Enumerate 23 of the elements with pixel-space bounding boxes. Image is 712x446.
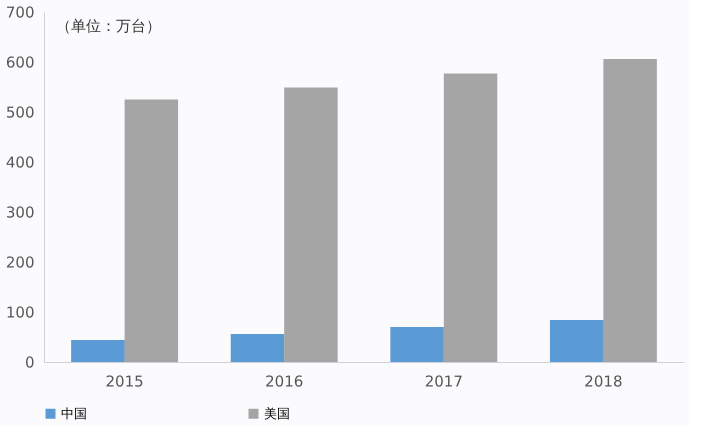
y-tick-label: 200 — [6, 254, 34, 272]
y-tick-label: 0 — [24, 354, 34, 372]
x-tick-label: 2015 — [106, 372, 144, 390]
x-tick-label: 2017 — [424, 372, 463, 390]
y-tick-label: 400 — [6, 154, 34, 172]
x-tick-label: 2016 — [265, 372, 304, 390]
legend-label: 中国 — [61, 406, 87, 422]
y-tick-label: 500 — [6, 104, 34, 122]
y-tick-label: 600 — [6, 54, 34, 72]
y-tick-label: 300 — [6, 204, 34, 222]
bar — [284, 88, 338, 362]
y-tick-label: 100 — [6, 304, 34, 322]
annotation: （单位：万台） — [56, 17, 161, 35]
bar — [124, 100, 178, 362]
bar — [603, 59, 657, 362]
x-tick-label: 2018 — [584, 372, 622, 390]
y-tick-label: 700 — [6, 4, 34, 22]
bar — [444, 74, 498, 362]
bar — [71, 340, 125, 362]
bar — [230, 334, 284, 362]
legend-label: 美国 — [264, 406, 290, 422]
bar — [550, 320, 604, 362]
bar — [390, 327, 444, 362]
